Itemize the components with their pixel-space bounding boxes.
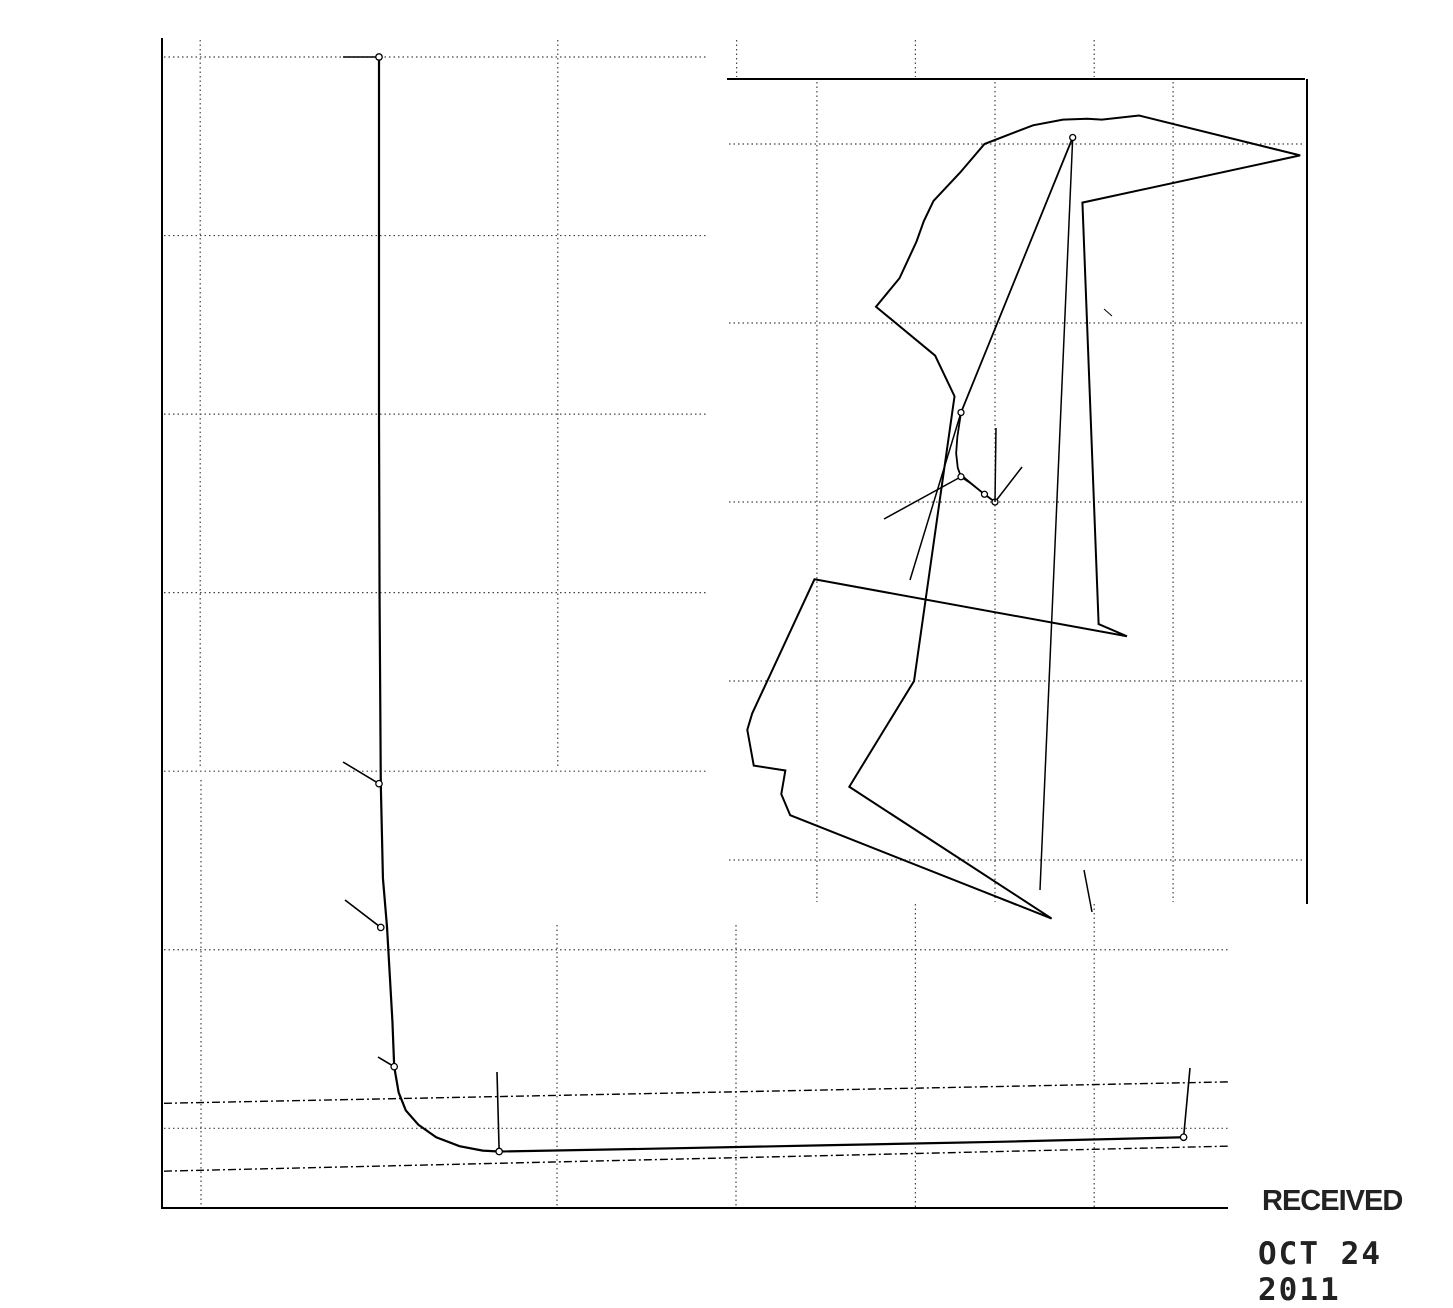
vs-wellpath-line	[377, 57, 1184, 1153]
leaseline-callout	[1103, 308, 1113, 317]
vs-station-marker	[376, 923, 385, 932]
received-date-stamp: OCT 24 2011	[1258, 1236, 1382, 1308]
vs-station-callout	[496, 1071, 500, 1152]
pv-station-marker	[957, 408, 965, 417]
plan-view-chart	[725, 77, 1308, 920]
vs-station-marker	[375, 779, 383, 788]
received-stamp: RECEIVED	[1262, 1185, 1403, 1217]
pv-station-marker	[980, 490, 989, 498]
pv-station-callout	[1039, 137, 1074, 891]
pv-station-marker	[957, 473, 965, 481]
well-plot	[161, 38, 1308, 1209]
vs-station-marker	[390, 1062, 399, 1071]
vs-station-callout	[342, 761, 380, 785]
formation-line	[163, 1145, 1229, 1172]
vs-station-marker	[495, 1147, 504, 1156]
leaseline-boundary	[746, 114, 1301, 920]
plan-view-background	[725, 77, 1305, 903]
pv-station-callout	[909, 412, 962, 581]
vs-station-callout	[344, 899, 382, 929]
vs-station-marker	[375, 53, 383, 61]
pv-station-callout	[883, 476, 962, 520]
pv-station-callout	[994, 427, 997, 503]
pv-station-marker	[1069, 133, 1077, 142]
pv-series-callout	[1083, 869, 1093, 913]
formation-line	[163, 1081, 1229, 1105]
pv-station-callout	[994, 466, 1023, 503]
vs-station-callout	[1182, 1067, 1191, 1138]
vertical-section-chart	[161, 38, 1229, 1209]
vs-station-marker	[1179, 1133, 1188, 1142]
